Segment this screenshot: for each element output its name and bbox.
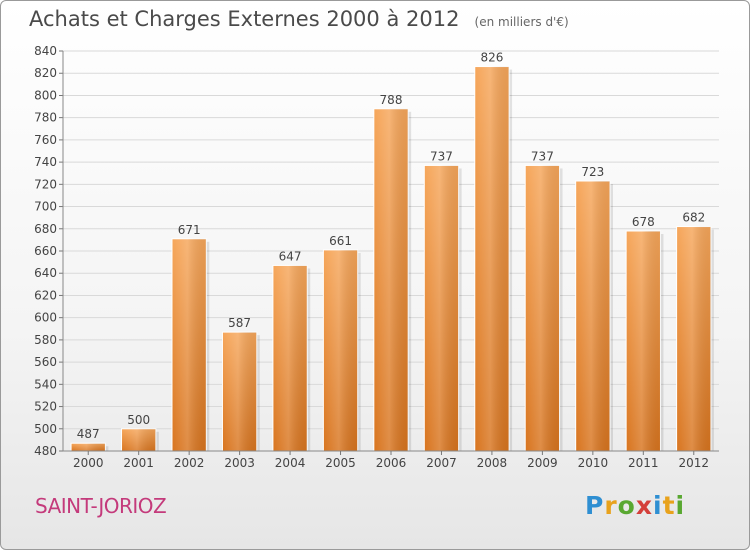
y-tick-label: 540: [34, 377, 57, 391]
logo-letter: x: [635, 491, 653, 520]
y-tick-label: 640: [34, 266, 57, 280]
y-tick-label: 500: [34, 422, 57, 436]
bar-highlight: [575, 181, 611, 451]
data-label: 587: [228, 316, 251, 330]
y-tick-label: 520: [34, 400, 57, 414]
y-tick-label: 600: [34, 311, 57, 325]
y-tick-label: 680: [34, 222, 57, 236]
x-tick-label: 2003: [224, 456, 255, 470]
logo-letter: t: [662, 491, 676, 520]
x-tick-label: 2006: [376, 456, 407, 470]
bar-highlight: [676, 226, 711, 451]
logo-letter: i: [653, 491, 663, 520]
data-label: 500: [127, 413, 150, 427]
data-label: 723: [581, 165, 604, 179]
y-tick-label: 740: [34, 155, 57, 169]
chart-title: Achats et Charges Externes 2000 à 2012: [29, 7, 460, 31]
bar-layer: [70, 66, 714, 452]
bar-highlight: [222, 332, 257, 451]
y-tick-label: 820: [34, 66, 57, 80]
bar-highlight: [121, 428, 156, 451]
logo-letter: r: [604, 491, 618, 520]
x-tick-label: 2007: [426, 456, 457, 470]
data-label: 826: [480, 51, 503, 65]
y-tick-label: 840: [34, 44, 57, 58]
x-tick-label: 2005: [325, 456, 356, 470]
bar-highlight: [424, 165, 459, 451]
x-tick-label: 2011: [628, 456, 659, 470]
bar-highlight: [373, 108, 409, 452]
x-tick-label: 2012: [678, 456, 709, 470]
data-label: 737: [430, 149, 453, 163]
y-tick-label: 480: [34, 444, 57, 458]
data-label: 671: [178, 223, 201, 237]
x-tick-label: 2008: [477, 456, 508, 470]
data-label: 737: [531, 149, 554, 163]
x-tick-label: 2000: [73, 456, 104, 470]
x-tick-label: 2004: [275, 456, 306, 470]
y-tick-label: 620: [34, 288, 57, 302]
chart-subtitle: (en milliers d'€): [474, 15, 569, 29]
y-tick-label: 720: [34, 177, 57, 191]
x-tick-label: 2001: [123, 456, 154, 470]
logo-letter: P: [585, 491, 605, 520]
data-label: 682: [682, 211, 705, 225]
data-label: 678: [632, 215, 655, 229]
bar-highlight: [626, 231, 661, 451]
bar-highlight: [272, 265, 308, 451]
x-tick-label: 2002: [174, 456, 205, 470]
chart-title-row: Achats et Charges Externes 2000 à 2012 (…: [29, 7, 569, 31]
bar-highlight: [71, 443, 106, 451]
y-tick-label: 580: [34, 333, 57, 347]
data-label: 788: [380, 93, 403, 107]
y-tick-label: 800: [34, 88, 57, 102]
y-tick-label: 660: [34, 244, 57, 258]
data-label: 647: [279, 249, 302, 263]
proxiti-logo: Proxiti: [585, 491, 685, 520]
logo-letter: i: [675, 491, 686, 520]
axis-layer: 480 500 520 540 560 580 600 620 640 660 680 700 720 7…: [34, 44, 719, 470]
x-tick-label: 2009: [527, 456, 558, 470]
bar-highlight: [323, 249, 358, 451]
y-tick-label: 780: [34, 111, 57, 125]
bar-highlight: [525, 165, 560, 451]
bar-highlight: [474, 66, 510, 452]
data-label: 661: [329, 234, 352, 248]
logo-letter: o: [617, 491, 636, 520]
commune-name: SAINT-JORIOZ: [35, 494, 167, 518]
y-tick-label: 560: [34, 355, 57, 369]
y-tick-label: 700: [34, 200, 57, 214]
bar-highlight: [171, 238, 207, 451]
data-label: 487: [77, 427, 100, 441]
x-tick-label: 2010: [578, 456, 609, 470]
y-tick-label: 760: [34, 133, 57, 147]
